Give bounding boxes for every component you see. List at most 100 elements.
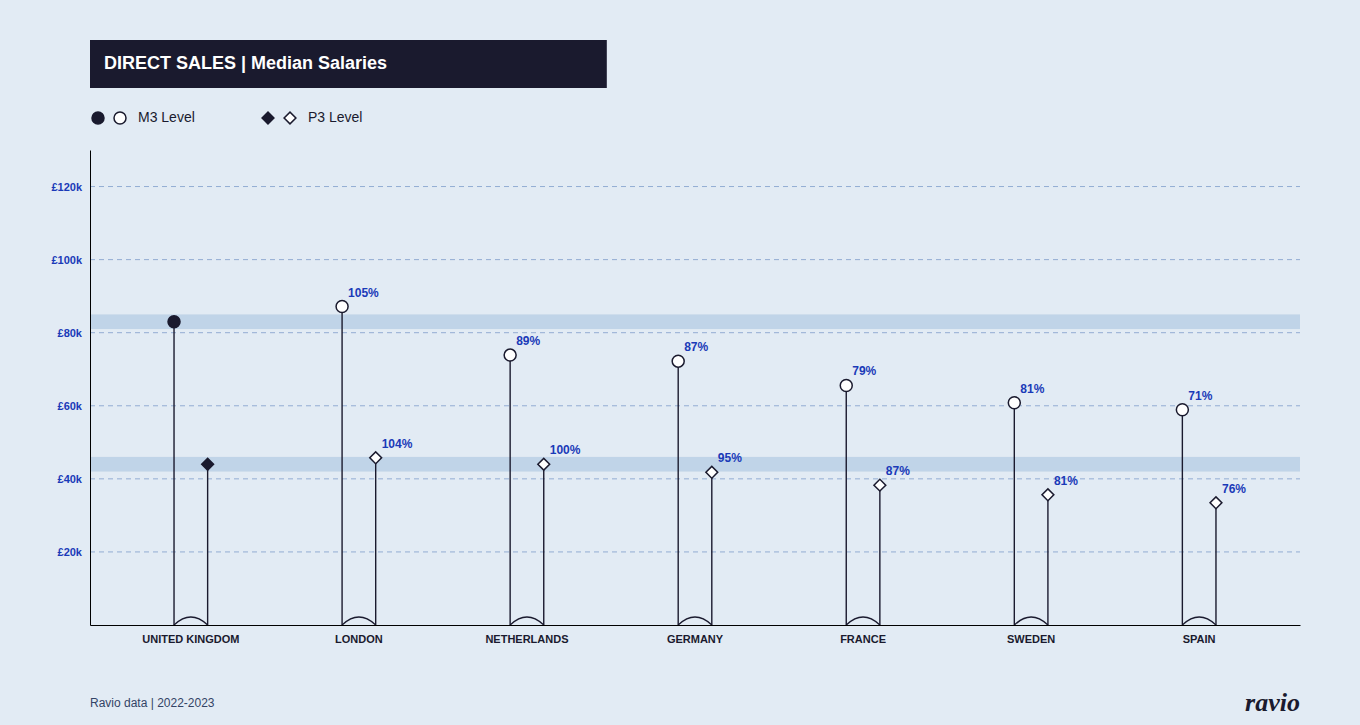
tick-label: £60k	[58, 400, 83, 412]
axis-line	[91, 625, 1301, 626]
tick: £80k	[58, 327, 83, 339]
title: DIRECT SALES | Median Salaries	[104, 53, 387, 73]
brand: ravio	[1245, 688, 1300, 717]
point-label: 71%	[1188, 389, 1212, 403]
grid-line	[90, 332, 1300, 333]
stem	[1014, 403, 1015, 625]
tick-label: £40k	[58, 473, 83, 485]
tick-label: £120k	[51, 181, 82, 193]
tick-label: £20k	[58, 546, 83, 558]
stem	[341, 307, 342, 625]
legend: M3 Level P3 Level	[92, 109, 362, 125]
connector	[1182, 617, 1216, 625]
tick-label: LONDON	[335, 633, 383, 645]
marks	[168, 301, 1222, 625]
point-annotations: 105%89%87%79%81%71%104%100%95%87%81%76%	[348, 286, 1246, 496]
point-label: 100%	[550, 443, 581, 457]
grid-line	[90, 478, 1300, 479]
legend-item: M3 Level	[92, 109, 195, 125]
axis-line	[90, 151, 91, 626]
stem	[173, 322, 174, 625]
marker	[706, 466, 718, 478]
marker	[1008, 397, 1020, 409]
tick-label: UNITED KINGDOM	[142, 633, 239, 645]
tick-label: SPAIN	[1183, 633, 1216, 645]
grid-line	[90, 405, 1300, 406]
legend-glyph	[262, 112, 274, 124]
tick-label: £80k	[58, 327, 83, 339]
tick: GERMANY	[667, 633, 724, 645]
marker	[370, 452, 382, 464]
marker	[840, 379, 852, 391]
marker	[672, 355, 684, 367]
marker	[1176, 404, 1188, 416]
tick-label: SWEDEN	[1007, 633, 1055, 645]
tick: SWEDEN	[1007, 633, 1055, 645]
x-axis: UNITED KINGDOM LONDON NETHERLANDS GERMANY FR…	[91, 626, 1301, 645]
connector	[846, 617, 880, 625]
stem	[1215, 503, 1216, 625]
tick: £40k	[58, 473, 83, 485]
legend-item: P3 Level	[262, 109, 362, 125]
tick-label: NETHERLANDS	[485, 633, 568, 645]
point-label: 79%	[852, 364, 876, 378]
stem	[879, 485, 880, 625]
point-label: 89%	[516, 334, 540, 348]
marker	[538, 458, 550, 470]
band	[90, 314, 1300, 329]
point-label: 87%	[684, 340, 708, 354]
marker	[1042, 489, 1054, 501]
tick: LONDON	[335, 633, 383, 645]
marker	[1210, 497, 1222, 509]
point-label: 76%	[1222, 482, 1246, 496]
connector	[342, 617, 376, 625]
legend-glyph	[284, 112, 296, 124]
stem	[207, 464, 208, 625]
stem	[375, 458, 376, 625]
marker	[202, 458, 214, 470]
stem	[711, 472, 712, 625]
stem	[543, 464, 544, 625]
tick: £120k	[51, 181, 82, 193]
connector	[678, 617, 712, 625]
point-label: 81%	[1054, 474, 1078, 488]
marker	[874, 479, 886, 491]
grid	[90, 187, 1300, 552]
stem	[509, 355, 510, 625]
stem	[1047, 495, 1048, 625]
footer: Ravio data | 2022-2023	[90, 696, 215, 710]
connector	[510, 617, 544, 625]
legend-glyph	[92, 112, 104, 124]
grid-line	[90, 259, 1300, 260]
legend-glyph	[114, 112, 126, 124]
tick: FRANCE	[840, 633, 886, 645]
grid-line	[90, 186, 1300, 187]
marker	[504, 349, 516, 361]
stem	[846, 385, 847, 625]
band	[90, 457, 1300, 472]
tick: £20k	[58, 546, 83, 558]
tick-label: GERMANY	[667, 633, 724, 645]
tick-label: FRANCE	[840, 633, 886, 645]
point-label: 104%	[382, 437, 413, 451]
y-axis: £20k £40k £60k £80k £100k £120k	[51, 151, 90, 626]
marker	[168, 316, 180, 328]
grid-line	[90, 551, 1300, 552]
title-block: DIRECT SALES | Median Salaries	[90, 40, 607, 88]
point-label: 105%	[348, 286, 379, 300]
chart: UNITED KINGDOM LONDON NETHERLANDS GERMANY FR…	[0, 0, 1360, 725]
connector	[174, 617, 208, 625]
tick-label: £100k	[51, 254, 82, 266]
stem	[677, 361, 678, 625]
stem	[1182, 410, 1183, 625]
point-label: 81%	[1020, 382, 1044, 396]
tick: UNITED KINGDOM	[142, 633, 239, 645]
tick: £100k	[51, 254, 82, 266]
tick: SPAIN	[1183, 633, 1216, 645]
tick: NETHERLANDS	[485, 633, 568, 645]
marker	[336, 301, 348, 313]
title-background	[90, 40, 607, 88]
legend-label: M3 Level	[138, 109, 195, 125]
point-label: 95%	[718, 451, 742, 465]
connector	[1014, 617, 1048, 625]
